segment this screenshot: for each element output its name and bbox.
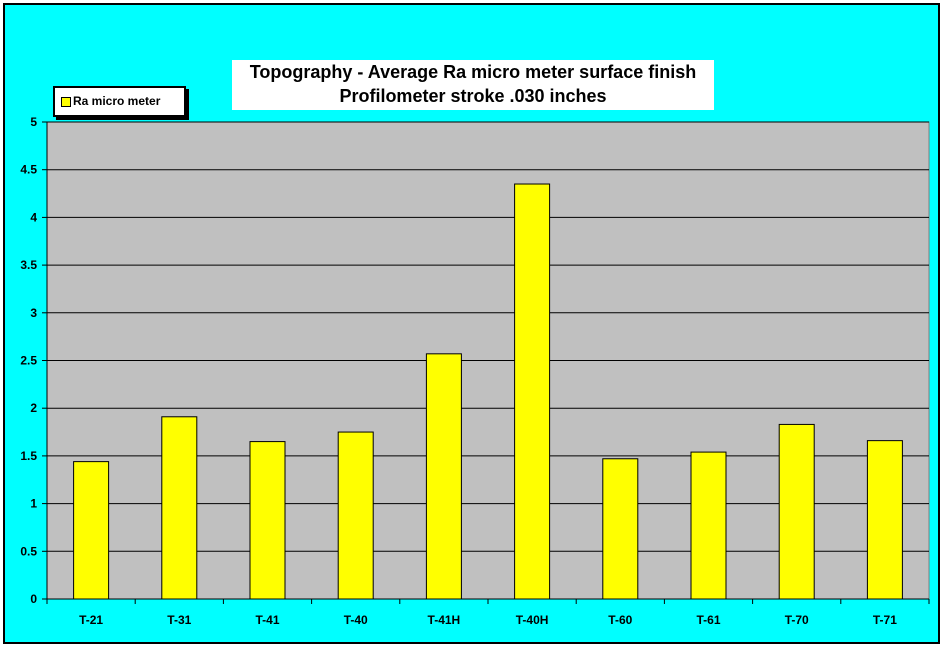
y-tick-label: 2.5 (20, 354, 37, 368)
y-tick-label: 4.5 (20, 163, 37, 177)
chart-subtitle: Profilometer stroke .030 inches (339, 86, 607, 106)
legend-label: Ra micro meter (73, 94, 161, 108)
bar (73, 461, 110, 600)
y-tick-label: 5 (30, 115, 37, 129)
bar (690, 451, 727, 600)
x-tick-label: T-40H (516, 613, 549, 627)
bar (249, 441, 286, 600)
x-tick-label: T-41 (255, 613, 279, 627)
x-tick-label: T-40 (344, 613, 368, 627)
y-tick-label: 1 (30, 497, 37, 511)
x-tick-label: T-70 (785, 613, 809, 627)
y-tick-label: 0 (30, 592, 37, 606)
x-tick-label: T-60 (608, 613, 632, 627)
chart-title-box: Topography - Average Ra micro meter surf… (232, 60, 714, 110)
bar (778, 423, 815, 600)
y-tick-label: 4 (30, 210, 37, 224)
x-tick-label: T-21 (79, 613, 103, 627)
x-tick-label: T-41H (428, 613, 461, 627)
x-tick-label: T-71 (873, 613, 897, 627)
bar (337, 431, 374, 600)
bar (425, 353, 462, 600)
bar (866, 440, 903, 600)
y-tick-label: 2 (30, 401, 37, 415)
legend-swatch (61, 97, 71, 107)
y-tick-label: 0.5 (20, 544, 37, 558)
y-tick-label: 3.5 (20, 258, 37, 272)
bar (514, 183, 551, 600)
y-tick-label: 1.5 (20, 449, 37, 463)
x-tick-label: T-61 (696, 613, 720, 627)
bar (602, 458, 639, 600)
y-tick-label: 3 (30, 306, 37, 320)
bar (161, 416, 198, 600)
chart-title: Topography - Average Ra micro meter surf… (249, 62, 697, 82)
legend: Ra micro meter (53, 86, 186, 117)
x-tick-label: T-31 (167, 613, 191, 627)
